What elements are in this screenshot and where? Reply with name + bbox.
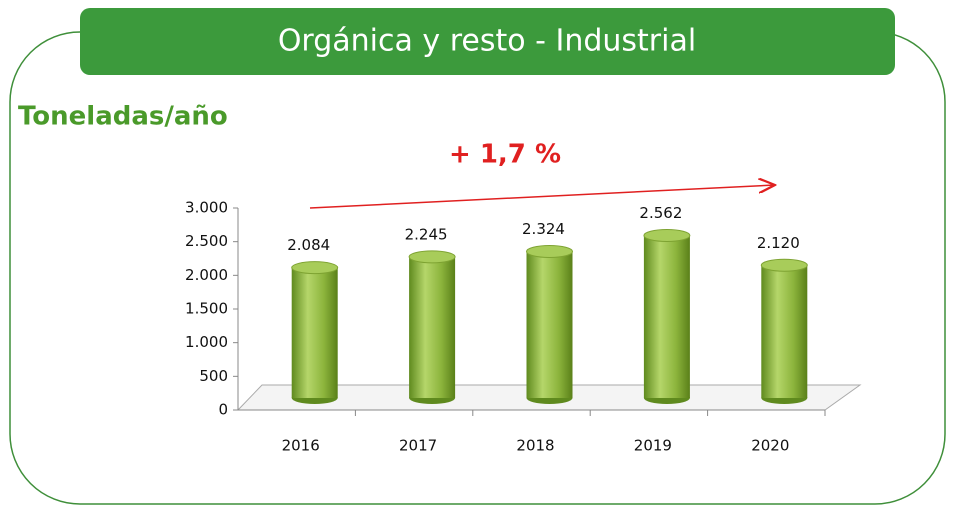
bar xyxy=(761,265,808,398)
bar xyxy=(643,235,690,398)
bar xyxy=(526,251,573,398)
value-label: 2.324 xyxy=(522,220,565,238)
value-label: 2.562 xyxy=(639,204,682,222)
subtitle: Toneladas/año xyxy=(18,102,228,132)
bar xyxy=(291,267,338,398)
trend-arrow xyxy=(309,185,775,209)
x-tick-label: 2016 xyxy=(282,437,320,455)
x-tick-label: 2020 xyxy=(751,437,789,455)
bar-top xyxy=(291,261,339,275)
y-tick-label: 3.000 xyxy=(185,199,228,217)
bar-top xyxy=(408,250,456,264)
bar-top xyxy=(643,228,691,242)
title-banner xyxy=(80,8,895,75)
value-label: 2.245 xyxy=(405,225,448,243)
x-tick-label: 2017 xyxy=(399,437,437,455)
y-tick-label: 1.000 xyxy=(185,333,228,351)
annotation: + 1,7 % xyxy=(449,140,561,170)
y-tick-label: 500 xyxy=(199,367,228,385)
bar xyxy=(409,256,456,398)
bar-top xyxy=(526,245,573,259)
x-tick-label: 2019 xyxy=(634,437,672,455)
value-label: 2.120 xyxy=(757,234,800,252)
y-tick-label: 0 xyxy=(218,401,228,419)
value-label: 2.084 xyxy=(287,236,330,254)
y-tick-label: 1.500 xyxy=(185,300,228,318)
y-tick-label: 2.000 xyxy=(185,266,228,284)
y-tick-label: 2.500 xyxy=(185,232,228,250)
chart-title: Orgánica y resto - Industrial xyxy=(278,24,696,59)
x-tick-label: 2018 xyxy=(516,437,554,455)
bar-top xyxy=(760,258,808,272)
